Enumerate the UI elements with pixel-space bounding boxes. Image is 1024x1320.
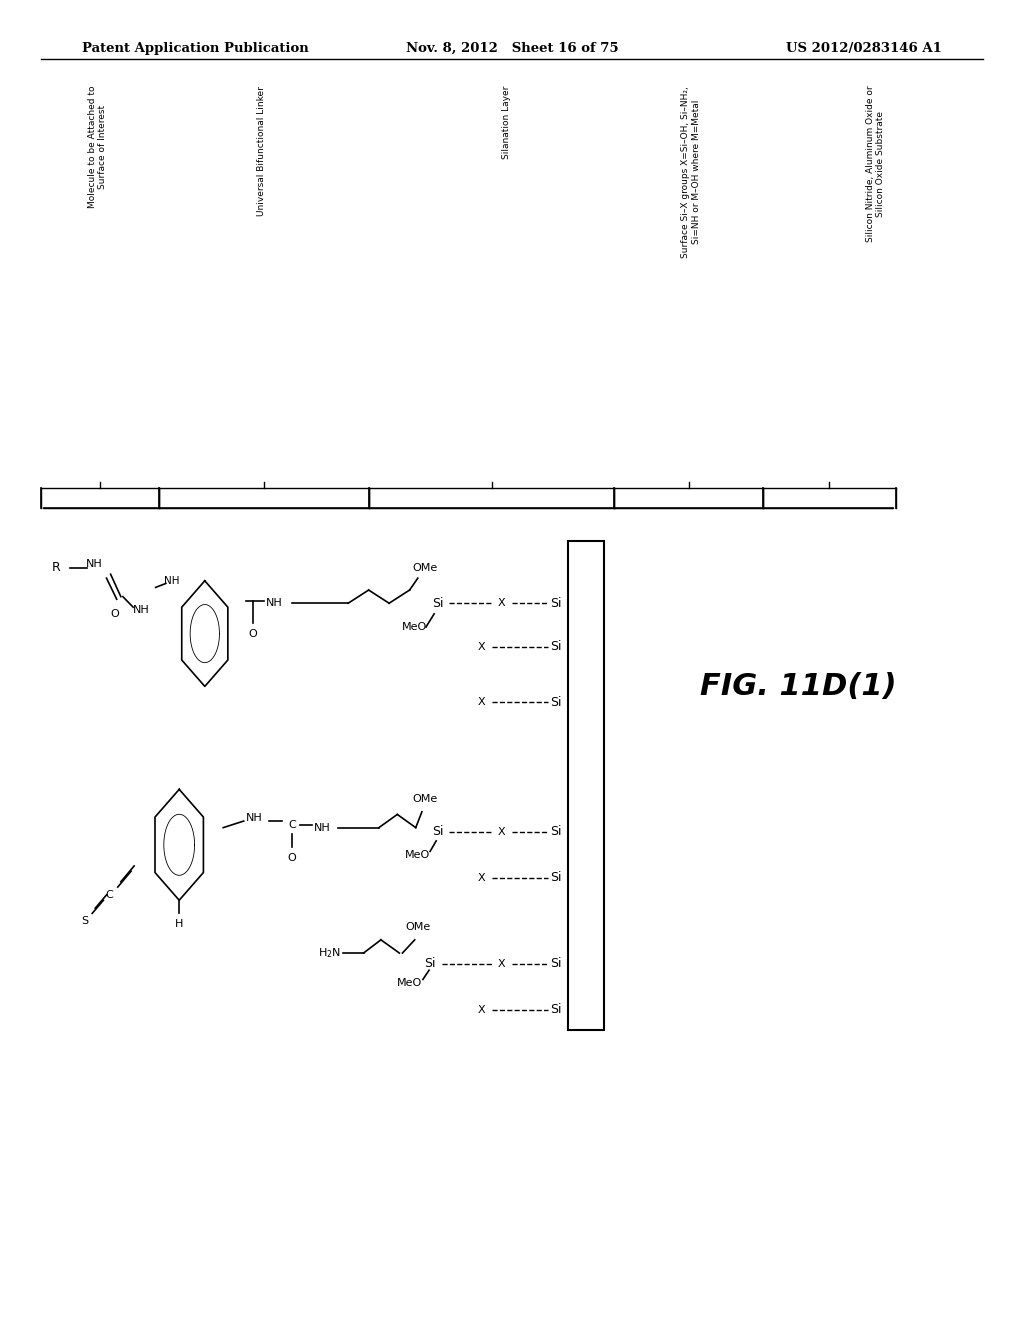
Text: Si: Si [432,825,444,838]
Text: NH: NH [133,605,150,615]
Text: Si: Si [550,640,562,653]
Text: Si: Si [550,825,562,838]
Text: OMe: OMe [406,921,430,932]
FancyBboxPatch shape [568,541,604,1030]
Text: MeO: MeO [406,850,430,861]
Text: O: O [111,609,119,619]
Text: O: O [288,853,296,863]
Text: X: X [477,642,485,652]
Text: NH: NH [266,598,283,609]
Text: X: X [477,697,485,708]
Text: Universal Bifunctional Linker: Universal Bifunctional Linker [257,86,265,215]
Text: Si: Si [550,597,562,610]
Text: O: O [249,628,257,639]
Text: Si: Si [550,1003,562,1016]
Text: X: X [477,1005,485,1015]
Text: X: X [498,958,506,969]
Text: X: X [498,826,506,837]
Text: X: X [498,598,506,609]
Text: NH: NH [86,558,102,569]
Text: Si: Si [550,696,562,709]
Text: C: C [105,890,114,900]
Text: Si: Si [432,597,444,610]
Text: S: S [82,916,88,927]
Text: Silicon Nitride, Aluminum Oxide or
Silicon Oxide Substrate: Silicon Nitride, Aluminum Oxide or Silic… [866,86,885,243]
Text: OMe: OMe [413,793,437,804]
Text: H: H [175,919,183,929]
Text: MeO: MeO [397,978,422,989]
Text: OMe: OMe [413,562,437,573]
Text: Patent Application Publication: Patent Application Publication [82,42,308,55]
Text: Surface Si–X groups X=Si–OH, Si–NH₂,
Si=NH or M–OH where M=Metal: Surface Si–X groups X=Si–OH, Si–NH₂, Si=… [682,86,700,257]
Text: Nov. 8, 2012   Sheet 16 of 75: Nov. 8, 2012 Sheet 16 of 75 [406,42,618,55]
Text: Silanation Layer: Silanation Layer [503,86,511,160]
Text: Molecule to be Attached to
Surface of Interest: Molecule to be Attached to Surface of In… [88,86,106,209]
Text: Si: Si [550,957,562,970]
Text: MeO: MeO [402,622,427,632]
Text: US 2012/0283146 A1: US 2012/0283146 A1 [786,42,942,55]
Text: FIG. 11D(1): FIG. 11D(1) [700,672,897,701]
Text: Si: Si [550,871,562,884]
Text: NH: NH [164,576,179,586]
Text: NH: NH [314,822,331,833]
Text: H$_2$N: H$_2$N [318,946,341,960]
Text: X: X [477,873,485,883]
Text: Si: Si [424,957,436,970]
Text: C: C [288,820,296,830]
Text: NH: NH [246,813,262,824]
Text: R: R [52,561,60,574]
